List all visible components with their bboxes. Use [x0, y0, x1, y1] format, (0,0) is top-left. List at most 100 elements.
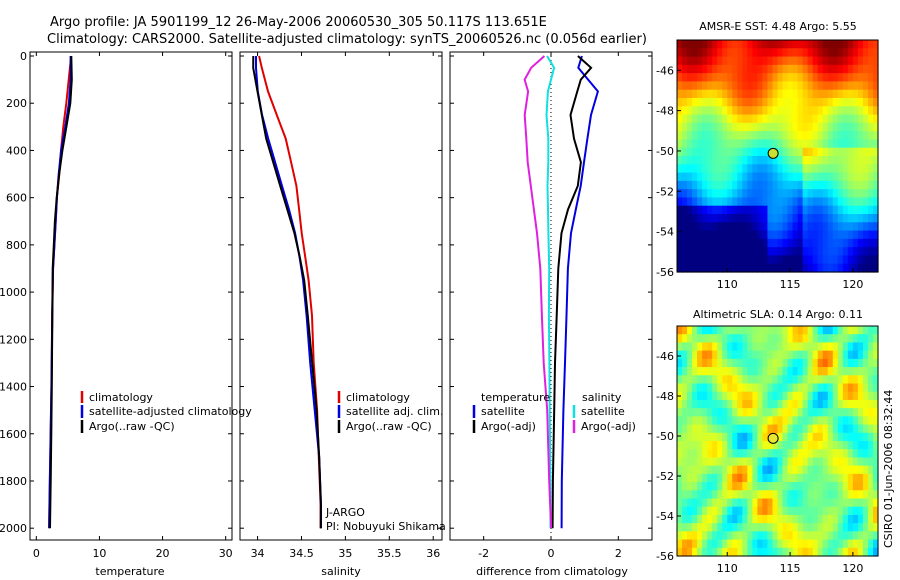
map-cell — [727, 506, 733, 516]
map-cell — [797, 391, 804, 401]
map-cell — [692, 114, 698, 124]
map-cell — [712, 547, 718, 557]
map-cell — [872, 255, 879, 265]
map-cell — [737, 48, 743, 58]
map-cell — [827, 449, 834, 459]
map-cell — [737, 498, 743, 508]
map-cell — [817, 441, 824, 450]
map-cell — [777, 391, 784, 401]
map-cell — [677, 334, 683, 344]
map-cell — [857, 238, 864, 248]
map-cell — [697, 247, 703, 257]
map-cell — [822, 449, 829, 459]
map-cell — [732, 238, 738, 248]
map-cell — [812, 131, 819, 141]
map-cell — [677, 441, 683, 450]
map-cell — [857, 334, 864, 344]
map-cell — [707, 114, 713, 124]
map-cell — [722, 449, 728, 459]
map-cell — [682, 441, 688, 450]
map-cell — [837, 222, 844, 232]
map-cell — [757, 247, 764, 257]
map-cell — [692, 230, 698, 240]
salinity-xlabel: salinity — [321, 565, 361, 578]
map-cell — [827, 465, 834, 475]
map-cell — [792, 399, 799, 409]
map-cell — [842, 197, 849, 207]
x-tick-label: 34.5 — [289, 547, 314, 560]
map-cell — [677, 465, 683, 475]
map-cell — [752, 98, 759, 107]
map-cell — [832, 230, 839, 240]
map-cell — [707, 358, 713, 368]
map-cell — [802, 539, 809, 549]
map-cell — [827, 514, 834, 524]
map-cell — [817, 247, 824, 257]
map-cell — [852, 399, 859, 409]
map-cell — [767, 189, 774, 199]
map-cell — [697, 122, 703, 132]
map-cell — [737, 441, 743, 450]
map-cell — [852, 334, 859, 344]
map-cell — [782, 180, 789, 190]
salinity-panel-frame — [239, 51, 443, 541]
map-cell — [742, 457, 748, 467]
map-cell — [867, 490, 874, 500]
map-cell — [792, 490, 799, 500]
map-cell — [807, 514, 814, 524]
map-cell — [697, 263, 703, 273]
map-cell — [857, 391, 864, 401]
map-cell — [767, 64, 774, 74]
map-cell — [717, 122, 723, 132]
map-cell — [717, 238, 723, 248]
map-cell — [837, 531, 844, 541]
map-cell — [792, 230, 799, 240]
map-cell — [732, 81, 738, 91]
map-cell — [742, 408, 748, 417]
map-cell — [792, 81, 799, 91]
map-cell — [742, 230, 748, 240]
map-cell — [717, 416, 723, 426]
map-cell — [752, 531, 759, 541]
map-cell — [852, 238, 859, 248]
map-cell — [712, 156, 718, 165]
map-cell — [867, 367, 874, 376]
map-cell — [807, 189, 814, 199]
map-cell — [732, 432, 738, 442]
map-cell — [677, 350, 683, 360]
x-tick-label: 2 — [615, 547, 622, 560]
map-cell — [842, 539, 849, 549]
map-cell — [717, 358, 723, 368]
map-cell — [812, 106, 819, 116]
map-cell — [727, 482, 733, 491]
map-cell — [792, 408, 799, 417]
map-cell — [752, 473, 759, 483]
map-cell — [777, 350, 784, 360]
map-cell — [797, 547, 804, 557]
map-cell — [857, 482, 864, 491]
map-cell — [762, 255, 769, 265]
map-cell — [802, 358, 809, 368]
map-cell — [757, 255, 764, 265]
map-cell — [737, 523, 743, 532]
map-cell — [762, 383, 769, 393]
map-cell — [682, 539, 688, 549]
map-cell — [757, 214, 764, 223]
map-cell — [772, 482, 779, 491]
map-cell — [792, 114, 799, 124]
map-cell — [697, 523, 703, 532]
map-cell — [832, 334, 839, 344]
map-cell — [757, 48, 764, 58]
map-cell — [752, 342, 759, 352]
map-cell — [767, 399, 774, 409]
map-cell — [827, 98, 834, 107]
map-cell — [832, 547, 839, 557]
map-cell — [722, 197, 728, 207]
map-cell — [697, 342, 703, 352]
map-cell — [707, 147, 713, 157]
map-cell — [717, 89, 723, 99]
map-cell — [702, 473, 708, 483]
map-cell — [727, 197, 733, 207]
map-cell — [807, 56, 814, 66]
map-cell — [822, 375, 829, 385]
